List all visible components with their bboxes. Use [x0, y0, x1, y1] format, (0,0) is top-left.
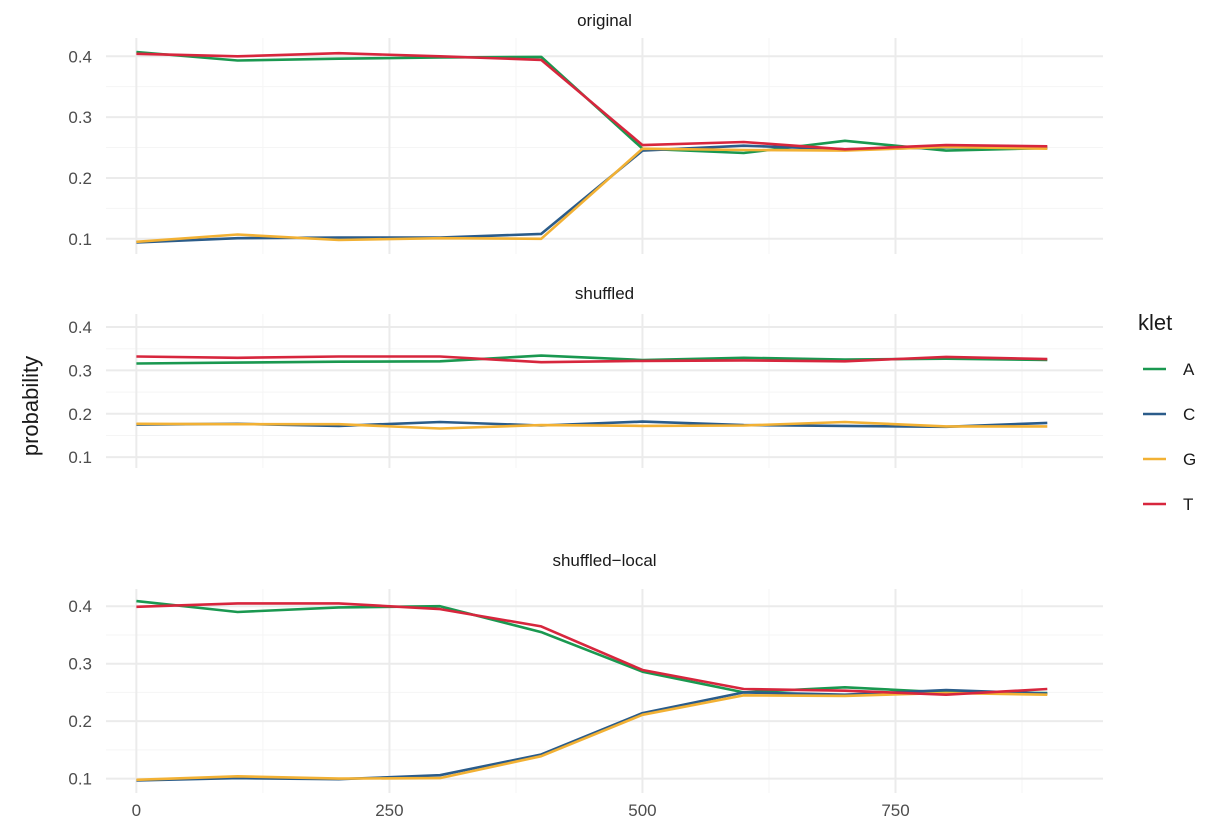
series-line-T: [136, 602, 1048, 697]
x-tick-label: 250: [375, 801, 403, 820]
x-tick-label: 750: [881, 801, 909, 820]
legend-label-C: C: [1183, 405, 1195, 424]
x-tick-label: 0: [132, 801, 141, 820]
y-tick-label: 0.3: [68, 361, 92, 380]
y-tick-label: 0.4: [68, 597, 92, 616]
x-tick-label: 500: [628, 801, 656, 820]
y-axis-title: probability: [18, 356, 43, 456]
y-tick-label: 0.1: [68, 770, 92, 789]
facet-panel-2: 0.1 0.2 0.3 0.4 shuffled: [68, 284, 1103, 468]
y-tick-label: 0.1: [68, 230, 92, 249]
series-line-T: [136, 355, 1048, 364]
legend: klet A C G T: [1138, 310, 1196, 514]
series-line-A: [136, 599, 1048, 695]
series-line-T: [136, 51, 1048, 151]
y-tick-label: 0.3: [68, 655, 92, 674]
legend-label-A: A: [1183, 360, 1195, 379]
y-tick-label: 0.4: [68, 318, 92, 337]
facet-title: shuffled−local: [552, 551, 656, 570]
y-tick-label: 0.1: [68, 448, 92, 467]
facet-panel-1: 0.1 0.2 0.3 0.4 original: [68, 11, 1103, 254]
y-tick-label: 0.3: [68, 108, 92, 127]
series-line-G: [136, 145, 1048, 244]
facet-title: original: [577, 11, 632, 30]
y-tick-label: 0.2: [68, 405, 92, 424]
y-tick-label: 0.2: [68, 169, 92, 188]
y-tick-label: 0.4: [68, 47, 92, 66]
series-line-G: [136, 691, 1048, 782]
facet-panel-3: 0.1 0.2 0.3 0.4 shuffled−local: [68, 551, 1103, 793]
y-tick-label: 0.2: [68, 712, 92, 731]
facet-title: shuffled: [575, 284, 634, 303]
legend-label-G: G: [1183, 450, 1196, 469]
legend-label-T: T: [1183, 495, 1193, 514]
series-line-G: [136, 420, 1048, 430]
legend-title: klet: [1138, 310, 1172, 335]
